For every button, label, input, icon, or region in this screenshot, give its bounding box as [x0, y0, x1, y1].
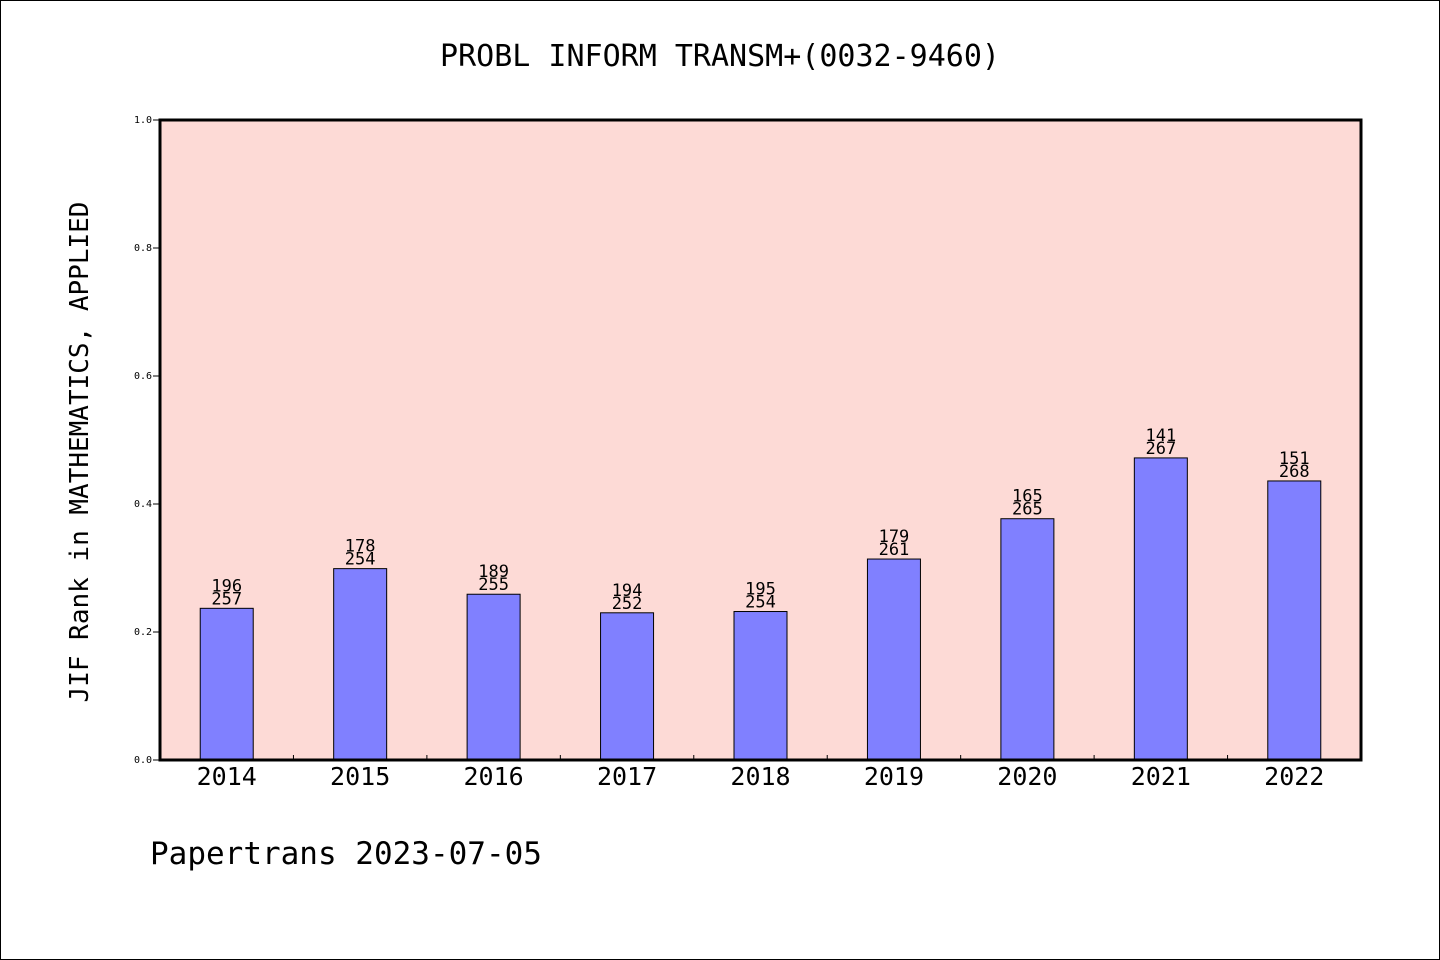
footer-text: Papertrans 2023-07-05 [150, 836, 542, 872]
y-axis-label: JIF Rank in MATHEMATICS, APPLIED [65, 202, 95, 703]
bar-rank-label: 195 [745, 580, 776, 600]
x-tick-label: 2018 [730, 762, 790, 791]
y-tick-label: 0.4 [134, 499, 152, 510]
bar-total-label: 252 [612, 594, 643, 614]
x-tick-label: 2014 [197, 762, 257, 791]
bar-total-label: 261 [879, 540, 910, 560]
y-tick-label: 0.6 [134, 371, 152, 382]
bar-rank-label: 194 [612, 581, 643, 601]
bar-rank-label: 165 [1012, 487, 1043, 507]
x-tick-label: 2020 [997, 762, 1057, 791]
bar-2018 [733, 611, 788, 761]
bar-rank-label: 141 [1145, 426, 1176, 446]
chart-title: PROBL INFORM TRANSM+(0032-9460) [440, 39, 1000, 74]
bar-rank-label: 151 [1279, 449, 1310, 469]
y-tick-label: 1.0 [134, 115, 152, 126]
bar-rank-label: 178 [345, 537, 376, 557]
bar-2015 [333, 568, 388, 761]
bar-total-label: 257 [211, 589, 242, 609]
bar-total-label: 254 [745, 593, 776, 613]
x-tick-label: 2022 [1264, 762, 1324, 791]
bar-total-label: 267 [1145, 439, 1176, 459]
bar-2022 [1267, 480, 1322, 761]
bar-total-label: 254 [345, 550, 376, 570]
x-tick-label: 2017 [597, 762, 657, 791]
bar-2021 [1133, 457, 1188, 761]
bar-2017 [600, 612, 655, 761]
bar-total-label: 255 [478, 575, 509, 595]
bar-rank-label: 179 [879, 527, 910, 547]
plot-border [158, 118, 1363, 762]
y-axis-ticks: 0.0 0.2 0.4 0.6 0.8 1.0 [134, 115, 160, 766]
y-tick-label: 0.8 [134, 243, 152, 254]
bar-2019 [866, 558, 921, 761]
x-tick-label: 2019 [864, 762, 924, 791]
bar-rank-label: 196 [211, 576, 242, 596]
y-tick-label: 0.2 [134, 627, 152, 638]
bar-2014 [199, 607, 254, 761]
bar-2020 [1000, 518, 1055, 761]
bar-total-label: 265 [1012, 500, 1043, 520]
bar-rank-label: 189 [478, 562, 509, 582]
y-tick-label: 0.0 [134, 755, 152, 766]
bars [199, 457, 1322, 761]
x-tick-label: 2016 [464, 762, 524, 791]
x-tick-label: 2021 [1131, 762, 1191, 791]
x-tick-label: 2015 [330, 762, 390, 791]
x-axis-labels: 2014 2015 2016 2017 2018 2019 2020 2021 2022 [197, 762, 1325, 791]
bar-2016 [466, 593, 521, 761]
bar-total-label: 268 [1279, 462, 1310, 482]
